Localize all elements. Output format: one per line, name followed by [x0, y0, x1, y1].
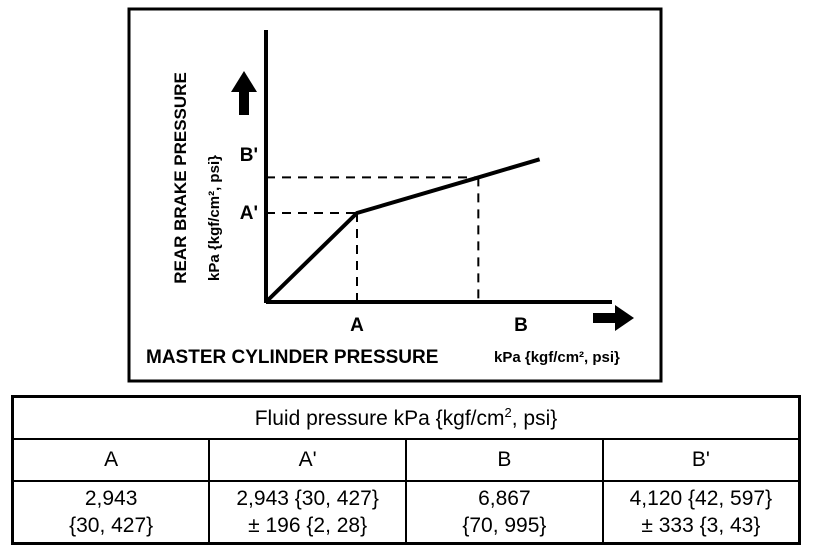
x-point-label-a: A — [350, 315, 364, 336]
pressure-curve — [264, 157, 541, 304]
table-title: Fluid pressure kPa {kgf/cm2, psi} — [11, 395, 801, 440]
y-point-label-b-prime: B' — [240, 145, 258, 166]
value-b-prime: 4,120 {42, 597} ± 333 {3, 43} — [601, 480, 801, 545]
up-arrow-icon — [231, 71, 257, 115]
header-b: B — [405, 438, 604, 482]
x-point-label-b: B — [514, 315, 528, 336]
y-axis-unit: kPa {kgf/cm², psi} — [206, 155, 223, 281]
y-axis-title: REAR BRAKE PRESSURE — [171, 72, 190, 284]
x-axis-title: MASTER CYLINDER PRESSURE — [146, 347, 438, 368]
pressure-diagram: REAR BRAKE PRESSURE kPa {kgf/cm², psi} M… — [127, 7, 663, 383]
value-a: 2,943 {30, 427} — [11, 480, 211, 545]
y-point-label-a-prime: A' — [240, 203, 258, 224]
right-arrow-icon — [593, 305, 634, 331]
header-a: A — [11, 438, 211, 482]
header-b-prime: B' — [601, 438, 801, 482]
value-b: 6,867 {70, 995} — [405, 480, 604, 545]
x-axis-unit: kPa {kgf/cm², psi} — [494, 349, 620, 366]
diagram-frame — [127, 7, 663, 383]
dashed-guides — [266, 176, 480, 302]
header-a-prime: A' — [208, 438, 407, 482]
fluid-pressure-table: Fluid pressure kPa {kgf/cm2, psi} A A' B… — [11, 395, 801, 545]
value-a-prime: 2,943 {30, 427} ± 196 {2, 28} — [208, 480, 407, 545]
